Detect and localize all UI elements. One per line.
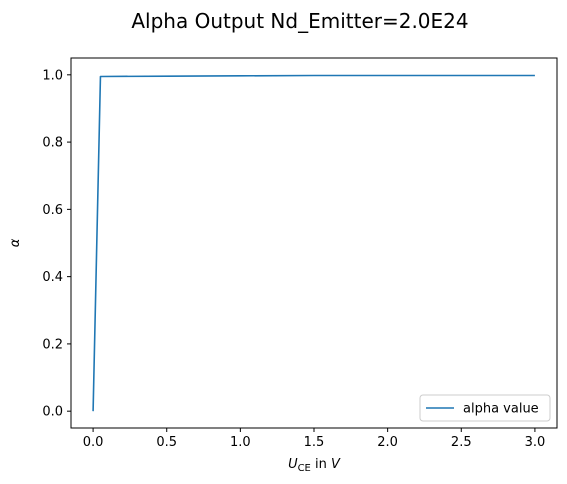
legend-label-alpha-value: alpha value xyxy=(463,402,539,417)
legend-box xyxy=(419,394,551,422)
plot-area xyxy=(70,57,558,429)
y-tick-label: 0.8 xyxy=(42,136,63,151)
y-tick-label: 0.6 xyxy=(42,203,63,218)
y-tick-label: 0.2 xyxy=(42,337,63,352)
x-tick-label: 2.0 xyxy=(377,435,398,450)
x-axis: 0.0 0.5 1.0 1.5 2.0 2.5 3.0 xyxy=(83,428,546,450)
x-axis-label-unit: V xyxy=(331,457,341,472)
series-group xyxy=(92,74,535,412)
y-axis-label: α xyxy=(8,238,23,247)
x-tick-label: 0.0 xyxy=(83,435,104,450)
series-line-alpha-value xyxy=(92,74,535,412)
x-tick-label: 0.5 xyxy=(156,435,177,450)
x-axis-label: UCE in V xyxy=(288,457,341,474)
y-axis: 0.0 0.2 0.4 0.6 0.8 1.0 xyxy=(42,68,71,420)
y-tick-label: 1.0 xyxy=(42,68,63,83)
x-axis-label-connector: in xyxy=(311,457,331,472)
x-tick-label: 3.0 xyxy=(525,435,546,450)
x-axis-label-symbol: U xyxy=(288,457,298,472)
x-tick-label: 2.5 xyxy=(451,435,472,450)
legend: alpha value xyxy=(419,394,551,422)
x-tick-label: 1.5 xyxy=(304,435,325,450)
y-tick-label: 0.0 xyxy=(42,405,63,420)
x-tick-label: 1.0 xyxy=(230,435,251,450)
x-axis-label-subscript: CE xyxy=(298,463,311,474)
chart-title: Alpha Output Nd_Emitter=2.0E24 xyxy=(131,9,468,33)
y-tick-label: 0.4 xyxy=(42,270,63,285)
